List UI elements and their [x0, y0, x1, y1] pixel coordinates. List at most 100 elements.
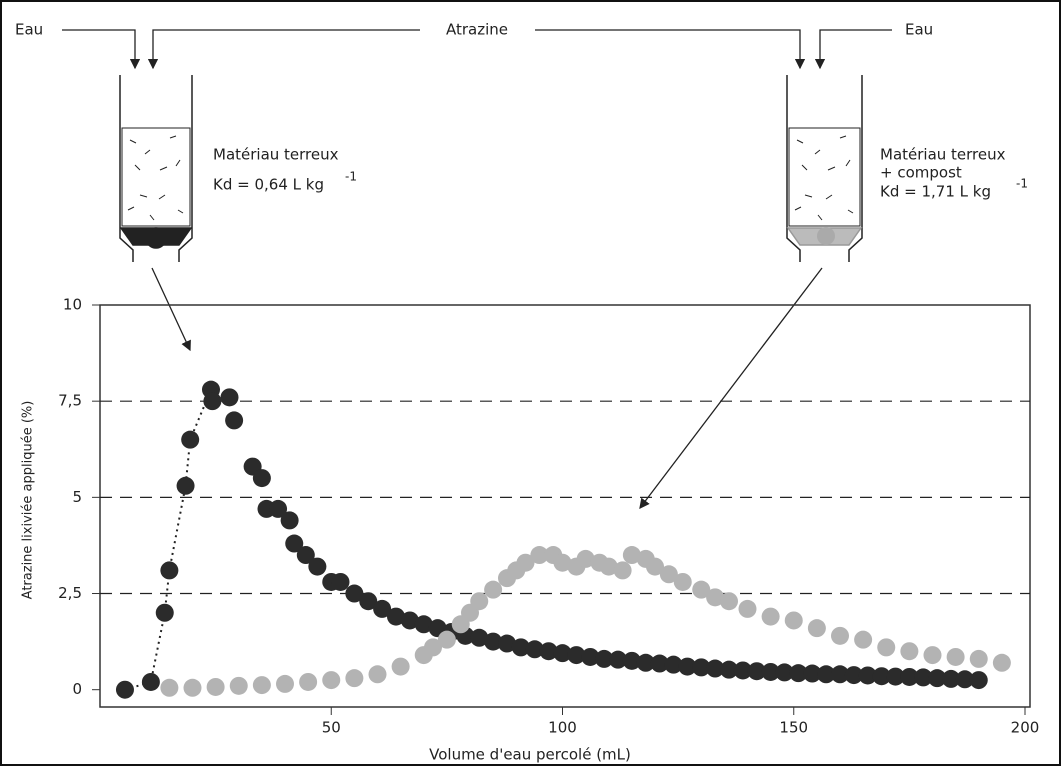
point	[659, 565, 678, 584]
point	[424, 638, 442, 657]
point	[969, 649, 988, 668]
point	[373, 599, 392, 618]
right-kd: Kd = 1,71 L kg	[880, 183, 991, 201]
point	[511, 638, 530, 657]
y-tick-label: 10	[63, 296, 82, 314]
point	[285, 534, 304, 553]
point	[345, 669, 364, 688]
point	[761, 607, 780, 626]
point	[516, 553, 535, 572]
y-tick-label: 5	[72, 488, 82, 506]
point	[789, 664, 808, 683]
point	[437, 630, 456, 649]
point	[414, 615, 433, 634]
left-column	[119, 75, 193, 262]
point	[650, 654, 669, 673]
x-tick-label: 100	[548, 719, 577, 737]
point	[673, 572, 692, 591]
point	[831, 626, 849, 645]
point	[229, 676, 248, 695]
point	[359, 592, 378, 611]
point	[738, 599, 757, 618]
point	[576, 549, 595, 568]
point	[539, 642, 558, 661]
point	[276, 674, 294, 693]
point	[160, 561, 179, 580]
point	[141, 672, 160, 691]
point	[872, 667, 891, 686]
point	[553, 644, 572, 663]
point	[387, 607, 405, 626]
x-tick-label: 200	[1011, 719, 1040, 737]
point	[280, 511, 299, 530]
point	[622, 546, 641, 565]
point	[622, 651, 641, 670]
point	[877, 638, 896, 657]
point	[345, 584, 364, 603]
point	[331, 572, 350, 591]
point	[530, 546, 549, 565]
point	[183, 678, 202, 697]
point	[525, 640, 544, 659]
point	[220, 388, 239, 407]
point	[636, 653, 655, 672]
point	[664, 655, 683, 674]
point	[858, 666, 877, 685]
point	[900, 667, 919, 686]
point	[391, 657, 410, 676]
point	[854, 630, 873, 649]
point	[203, 392, 222, 411]
point	[613, 561, 632, 580]
point	[269, 499, 288, 518]
point	[733, 661, 752, 680]
point	[775, 663, 794, 682]
point	[914, 668, 933, 687]
right-material: Matériau terreux	[880, 146, 1006, 164]
point	[942, 669, 960, 688]
point	[720, 660, 738, 679]
point	[784, 611, 803, 630]
point	[817, 665, 836, 684]
flow-lines	[62, 29, 892, 510]
point	[225, 411, 244, 430]
point	[803, 664, 822, 683]
point	[252, 469, 271, 488]
y-axis-label: Atrazine lixiviée appliquée (%)	[21, 401, 36, 600]
point	[470, 592, 489, 611]
x-tick-label: 150	[779, 719, 808, 737]
point	[761, 662, 780, 681]
point	[807, 619, 826, 638]
point	[706, 659, 725, 678]
point	[322, 671, 341, 690]
left-material: Matériau terreux	[213, 146, 339, 164]
y-tick-label: 0	[72, 680, 82, 698]
center-input: Atrazine	[446, 21, 508, 39]
point	[992, 653, 1011, 672]
point	[886, 667, 905, 686]
point	[844, 666, 863, 685]
right-material-extra: + compost	[880, 164, 962, 182]
right-input: Eau	[905, 21, 933, 39]
point	[720, 592, 738, 611]
point	[368, 665, 387, 684]
point	[692, 658, 711, 677]
point	[900, 642, 919, 661]
point	[181, 430, 200, 449]
point	[595, 649, 614, 668]
right-kd-exponent: -1	[1016, 177, 1028, 191]
point	[470, 628, 489, 647]
point	[692, 580, 711, 599]
point	[308, 557, 327, 576]
point	[299, 672, 318, 691]
point	[296, 546, 315, 565]
point	[646, 557, 664, 576]
point	[484, 580, 503, 599]
point	[115, 680, 134, 699]
x-tick-label: 50	[322, 719, 341, 737]
point	[553, 553, 572, 572]
point	[155, 603, 174, 622]
point	[609, 650, 627, 669]
point	[923, 646, 942, 665]
